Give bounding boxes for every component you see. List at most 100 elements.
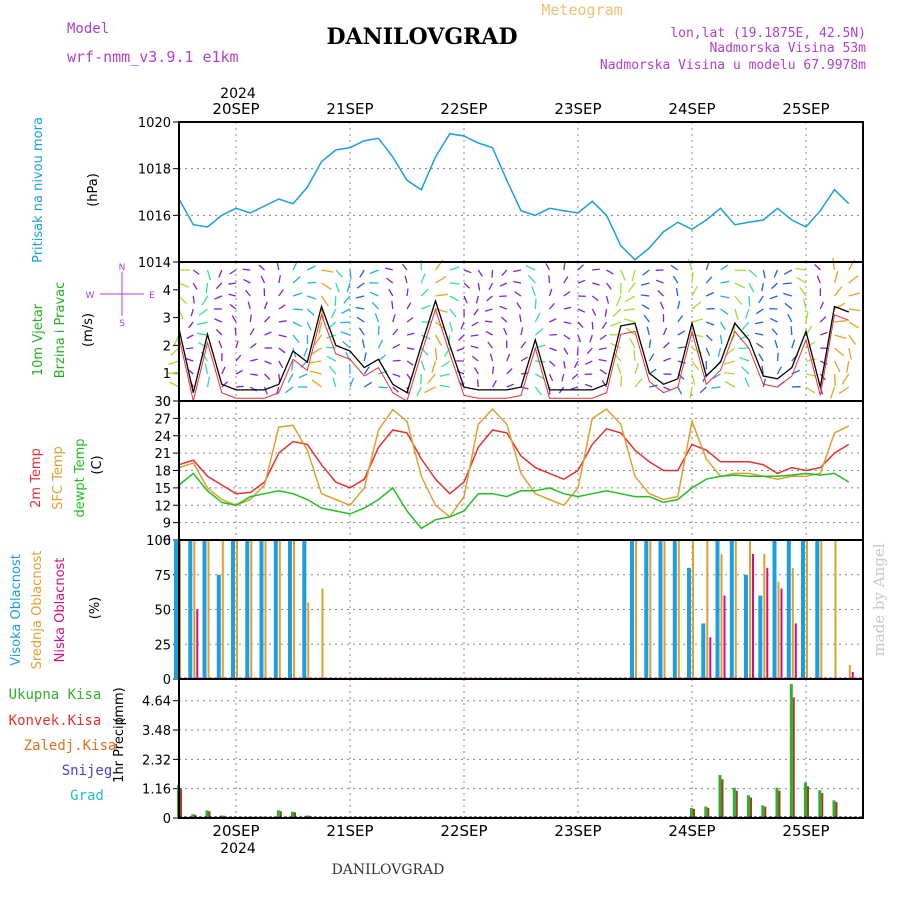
wind-arrow-7: [168, 360, 180, 366]
cloud-bar-1-39: [734, 540, 737, 679]
cloud-bar-0-40: [744, 574, 748, 680]
wind-arrow-477: [846, 360, 850, 373]
wind-arrow-295: [589, 334, 593, 343]
wind-arrow-372: [706, 291, 715, 297]
pressure-line: [178, 132, 850, 261]
wind-arrow-368: [691, 373, 696, 386]
ytick-label-2-2: 12: [154, 499, 171, 514]
ytick-label-1-2: 2: [163, 339, 171, 354]
wind-arrow-306: [598, 347, 607, 351]
wind-arrow-261: [548, 275, 551, 284]
wind-arrow-48: [235, 369, 244, 375]
wind-arrow-392: [734, 295, 743, 305]
wind-arrow-213: [473, 308, 479, 316]
wind-arrow-299: [584, 383, 593, 388]
wind-arrow-230: [501, 269, 508, 277]
cloud-bar-0-7: [273, 540, 278, 679]
ytick-label-1-1: 1: [163, 367, 171, 382]
wind-arrow-69: [263, 386, 268, 395]
wind-arrow-9: [169, 381, 180, 388]
wind-arrow-425: [771, 328, 778, 336]
wind-arrow-473: [848, 308, 861, 312]
wind-arrow-239: [506, 383, 515, 388]
wind-arrow-418: [761, 365, 764, 375]
precip-conv-bar-44: [807, 786, 809, 818]
wind-arrow-290: [592, 268, 600, 271]
cloud-bar-0-33: [644, 540, 649, 679]
wind-arrow-172: [420, 288, 429, 297]
wind-arrow-252: [531, 286, 536, 297]
wind-arrow-101: [321, 282, 332, 291]
panel-frame-0: [178, 121, 864, 263]
wind-arrow-78: [278, 373, 281, 382]
wind-arrow-135: [358, 327, 365, 336]
wind-arrow-325: [625, 327, 636, 336]
wind-arrow-272: [563, 291, 571, 297]
compass-e: E: [149, 291, 155, 301]
wind-arrow-77: [278, 360, 284, 369]
ytick-label-0-3: 1020: [138, 116, 171, 131]
precip-legend-0: Ukupna Kisa: [9, 687, 102, 703]
cloud-bar-1-2: [207, 540, 210, 679]
precip-legend-4: Grad: [70, 788, 104, 804]
wind-arrow-258: [534, 373, 545, 380]
precip-bar-2: [205, 810, 209, 818]
temp-ylabel2: SFC Temp: [51, 446, 66, 510]
cloud-bar-0-5: [245, 540, 250, 679]
precip-bar-38: [718, 775, 722, 818]
wind-arrow-54: [249, 314, 252, 323]
wind-arrow-92: [307, 295, 317, 300]
cloud-bar-1-46: [834, 540, 837, 679]
wind-arrow-134: [356, 316, 365, 323]
wind-arrow-229: [491, 380, 497, 388]
wind-arrow-288: [571, 373, 579, 380]
precip-bar-39: [732, 787, 736, 818]
wind-arrow-34: [214, 318, 223, 323]
wind-arrow-20: [206, 269, 212, 281]
wind-arrow-115: [326, 334, 336, 339]
wind-arrow-223: [485, 308, 493, 312]
wind-arrow-415: [754, 332, 764, 336]
wind-arrow-474: [848, 321, 860, 329]
wind-arrow-369: [689, 386, 693, 399]
temp-line-2: [178, 472, 850, 530]
cloud-bar-0-36: [687, 567, 691, 679]
cloud-bar-1-33: [649, 540, 652, 679]
temp-ylabel3: dewpt Temp: [73, 438, 88, 517]
wind-arrow-45: [234, 327, 237, 336]
ytick-label-2-3: 15: [154, 482, 171, 497]
wind-arrow-12: [192, 295, 195, 304]
wind-arrow-333: [641, 304, 650, 310]
wind-arrow-318: [616, 363, 622, 375]
wind-arrow-119: [332, 377, 337, 388]
wind-arrow-284: [577, 321, 584, 329]
wind-arrow-43: [229, 303, 237, 310]
precip-conv-bar-45: [821, 793, 824, 818]
wind-arrow-367: [691, 360, 700, 371]
precip-bar-46: [832, 800, 836, 818]
day-label-top-3: 23SEP: [554, 100, 601, 118]
wind-arrow-108: [309, 370, 322, 375]
wind-arrow-106: [310, 347, 322, 355]
wind-arrow-167: [406, 360, 414, 366]
cloud-bar-0-44: [801, 540, 805, 679]
wind-arrow-296: [586, 347, 593, 355]
wind-arrow-181: [435, 276, 447, 284]
wind-arrow-23: [198, 308, 208, 316]
precip-bar-40: [747, 795, 750, 818]
wind-arrow-228: [491, 366, 495, 375]
compass-s: S: [119, 319, 125, 329]
wind-arrow-21: [205, 282, 209, 294]
wind-arrow-391: [734, 282, 746, 289]
wind-arrow-335: [646, 326, 650, 336]
precip-conv-bar-36: [693, 808, 695, 818]
wind-arrow-416: [756, 342, 764, 349]
wind-arrow-273: [563, 306, 572, 310]
wind-arrow-297: [585, 360, 593, 365]
wind-arrow-379: [699, 386, 707, 394]
cloud-bar-2-42: [780, 588, 783, 679]
cloud-bar-0-41: [758, 595, 763, 679]
wind-arrow-360: [687, 259, 693, 271]
wind-arrow-146: [377, 339, 384, 349]
wind-arrow-206: [456, 347, 465, 352]
